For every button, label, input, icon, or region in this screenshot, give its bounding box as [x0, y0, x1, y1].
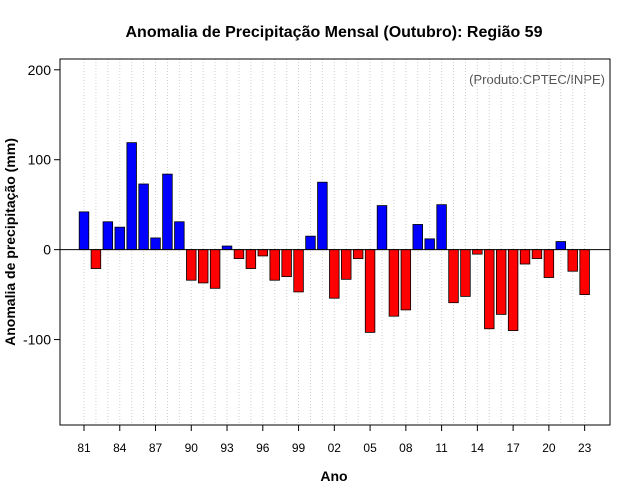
bar-2008	[400, 249, 412, 311]
bar-2009	[412, 224, 423, 251]
bar-1988	[162, 173, 173, 251]
x-tick-label: 20	[542, 441, 556, 455]
bar-2005	[364, 249, 376, 333]
x-tick-label: 11	[435, 441, 448, 455]
bar-2012	[448, 249, 459, 304]
plot-frame	[59, 58, 611, 426]
x-tick-label: 05	[363, 441, 377, 455]
x-tick-label: 84	[113, 441, 127, 455]
bar-2021	[555, 241, 567, 251]
x-tick-label: 14	[471, 441, 485, 455]
bar-1987	[150, 237, 161, 251]
bar-2018	[519, 249, 531, 265]
bar-2000	[305, 235, 316, 251]
y-axis-title: Anomalia de precipitação (mm)	[2, 138, 18, 346]
bar-1983	[102, 221, 114, 251]
bar-2006	[376, 205, 388, 251]
bar-1999	[293, 249, 304, 293]
bar-1986	[138, 183, 149, 251]
bar-1989	[174, 221, 185, 251]
bar-2014	[472, 249, 483, 255]
x-tick-label: 90	[185, 441, 199, 455]
x-tick-label: 23	[578, 441, 592, 455]
bar-1985	[126, 142, 137, 251]
y-tick-label: 100	[28, 152, 52, 168]
bar-2020	[543, 249, 555, 278]
bar-2001	[317, 181, 328, 251]
bar-2007	[388, 249, 400, 317]
bar-1998	[281, 249, 292, 278]
x-tick-label: 17	[506, 441, 520, 455]
bar-2022	[567, 249, 578, 272]
bar-2011	[436, 204, 447, 251]
x-tick-label: 08	[399, 441, 413, 455]
bar-1990	[186, 249, 197, 281]
bar-2016	[495, 249, 507, 315]
y-tick-label: -100	[23, 332, 51, 348]
bar-1994	[233, 249, 245, 260]
x-axis-title: Ano	[320, 468, 347, 484]
x-tick-label: 02	[328, 441, 342, 455]
bar-2013	[460, 249, 471, 297]
bar-1982	[90, 249, 102, 269]
bars	[78, 142, 590, 333]
bar-1984	[114, 226, 125, 251]
bar-2010	[424, 238, 435, 251]
bar-1997	[269, 249, 280, 281]
axes: -100 0 100 200 81 84 87 90 93 96 99 02 05 08 11 14 17 20 2…	[23, 62, 592, 455]
chart-title: Anomalia de Precipitação Mensal (Outubro…	[126, 24, 543, 41]
bar-2004	[352, 249, 364, 260]
source-note: (Produto:CPTEC/INPE)	[469, 72, 605, 87]
bar-1996	[257, 249, 269, 257]
bar-1981	[78, 211, 90, 251]
x-tick-label: 81	[77, 441, 91, 455]
bar-1991	[197, 249, 209, 284]
x-tick-label: 93	[220, 441, 234, 455]
x-tick-label: 96	[256, 441, 270, 455]
x-tick-label: 87	[149, 441, 163, 455]
bar-2015	[484, 249, 495, 330]
bar-2023	[579, 249, 590, 296]
y-tick-label: 0	[43, 242, 51, 258]
bar-2019	[531, 249, 543, 260]
x-tick-label: 99	[292, 441, 306, 455]
bar-2002	[329, 249, 340, 299]
bar-1992	[209, 249, 221, 289]
bar-1993	[221, 245, 233, 251]
bar-2003	[341, 249, 352, 280]
bar-1995	[245, 249, 257, 269]
y-tick-label: 200	[28, 62, 52, 78]
bar-2017	[507, 249, 519, 331]
